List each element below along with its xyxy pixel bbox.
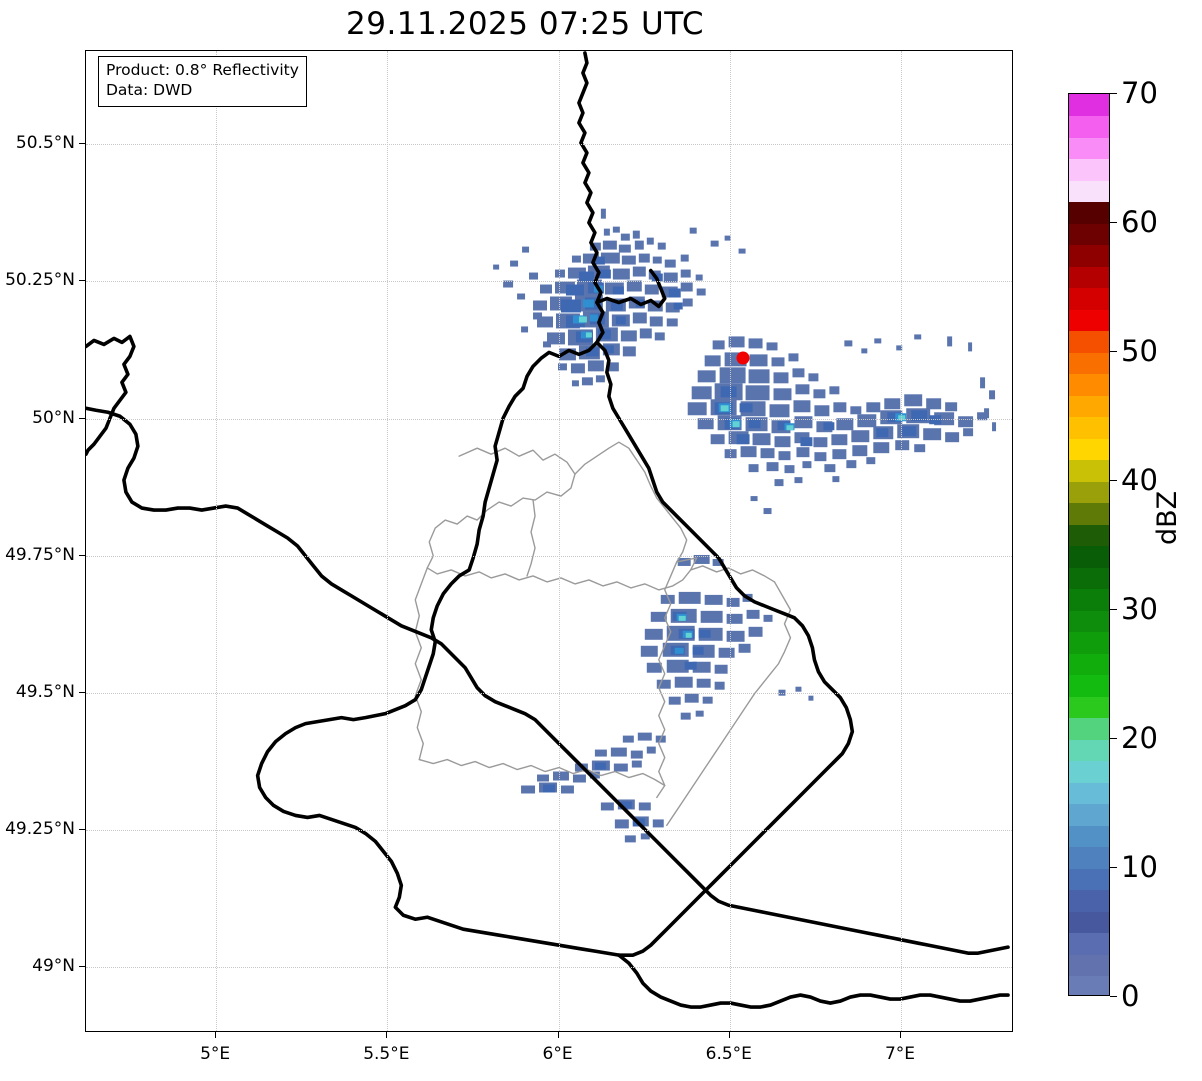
colorbar-band (1069, 760, 1109, 783)
colorbar-tick-label: 0 (1121, 979, 1140, 1013)
colorbar-band (1069, 158, 1109, 181)
colorbar-band (1069, 502, 1109, 525)
colorbar-band (1069, 889, 1109, 912)
colorbar-tick-mark (1110, 480, 1117, 481)
colorbar-band (1069, 395, 1109, 418)
lon-tick-label: 5°E (200, 1044, 231, 1064)
colorbar-band (1069, 416, 1109, 439)
colorbar-tick-mark (1110, 738, 1117, 739)
colorbar-band (1069, 180, 1109, 203)
colorbar[interactable]: 0 10 20 30 40 50 60 70 (1068, 76, 1158, 1013)
colorbar-band (1069, 782, 1109, 805)
lat-tick-mark (79, 280, 85, 282)
lon-tick-mark (215, 1032, 217, 1038)
lon-tick-mark (899, 1032, 901, 1038)
colorbar-tick-label: 30 (1121, 592, 1158, 626)
lat-tick-label: 50.5°N (15, 133, 75, 154)
region-borders (414, 441, 792, 827)
colorbar-band (1069, 567, 1109, 590)
colorbar-band (1069, 330, 1109, 353)
map-plot-area[interactable] (85, 50, 1013, 1032)
radar-site-marker[interactable] (736, 351, 750, 365)
colorbar-band (1069, 223, 1109, 246)
info-product-line: Product: 0.8° Reflectivity (106, 61, 299, 79)
colorbar-band (1069, 674, 1109, 697)
lat-tick-mark (79, 829, 85, 831)
colorbar-tick-label: 60 (1121, 205, 1158, 239)
country-borders (86, 51, 1010, 955)
colorbar-band (1069, 932, 1109, 955)
colorbar-band (1069, 373, 1109, 396)
colorbar-band (1069, 201, 1109, 224)
colorbar-band (1069, 459, 1109, 482)
colorbar-band (1069, 975, 1109, 995)
colorbar-band (1069, 846, 1109, 869)
map-vector-layer (86, 51, 1010, 1009)
lon-tick-label: 7°E (884, 1044, 916, 1064)
colorbar-band (1069, 739, 1109, 762)
colorbar-band (1069, 954, 1109, 977)
colorbar-band (1069, 481, 1109, 504)
colorbar-tick-mark (1110, 609, 1117, 610)
colorbar-tick-label: 20 (1121, 721, 1158, 755)
colorbar-band (1069, 803, 1109, 826)
colorbar-tick-mark (1110, 996, 1117, 997)
info-data-line: Data: DWD (106, 80, 193, 99)
colorbar-band (1069, 94, 1109, 117)
lat-tick-label: 49.5°N (15, 681, 75, 702)
colorbar-band (1069, 825, 1109, 848)
lat-tick-label: 50.25°N (5, 270, 75, 291)
lat-tick-mark (79, 554, 85, 556)
colorbar-band (1069, 244, 1109, 267)
colorbar-band (1069, 287, 1109, 310)
colorbar-band (1069, 545, 1109, 568)
lat-tick-mark (79, 691, 85, 693)
colorbar-band (1069, 610, 1109, 633)
colorbar-band (1069, 438, 1109, 461)
colorbar-band (1069, 717, 1109, 740)
colorbar-tick-mark (1110, 93, 1117, 94)
colorbar-band (1069, 115, 1109, 138)
colorbar-band (1069, 524, 1109, 547)
lon-tick-label: 6.5°E (705, 1044, 752, 1064)
colorbar-band (1069, 352, 1109, 375)
colorbar-tick-label: 40 (1121, 463, 1158, 497)
colorbar-tick-label: 10 (1121, 850, 1158, 884)
lon-tick-label: 5.5°E (363, 1044, 410, 1064)
colorbar-band (1069, 911, 1109, 934)
lat-tick-mark (79, 417, 85, 419)
lat-tick-label: 49.25°N (5, 819, 75, 840)
lon-tick-mark (557, 1032, 559, 1038)
colorbar-tick-mark (1110, 351, 1117, 352)
colorbar-tick-mark (1110, 867, 1117, 868)
colorbar-axis-label: dBZ (1152, 490, 1183, 545)
colorbar-band (1069, 868, 1109, 891)
lat-tick-label: 50°N (32, 407, 75, 428)
page-title: 29.11.2025 07:25 UTC (346, 6, 704, 42)
colorbar-tick-mark (1110, 222, 1117, 223)
colorbar-band (1069, 309, 1109, 332)
lat-tick-label: 49.75°N (5, 544, 75, 565)
lat-tick-mark (79, 966, 85, 968)
luxembourg-border (255, 340, 855, 957)
info-box: Product: 0.8° Reflectivity Data: DWD (98, 56, 307, 107)
lon-tick-mark (728, 1032, 730, 1038)
lon-tick-label: 6°E (542, 1044, 573, 1064)
colorbar-band (1069, 631, 1109, 654)
colorbar-band (1069, 266, 1109, 289)
lat-tick-label: 49°N (32, 956, 75, 977)
colorbar-band (1069, 653, 1109, 676)
radar-echo-layer (493, 208, 997, 843)
colorbar-tick-label: 70 (1121, 76, 1158, 110)
colorbar-band (1069, 696, 1109, 719)
colorbar-gradient (1068, 93, 1110, 996)
lon-tick-mark (386, 1032, 388, 1038)
colorbar-band (1069, 137, 1109, 160)
colorbar-tick-label: 50 (1121, 334, 1158, 368)
lat-tick-mark (79, 143, 85, 145)
colorbar-band (1069, 588, 1109, 611)
germany-south-border (617, 953, 1010, 1009)
